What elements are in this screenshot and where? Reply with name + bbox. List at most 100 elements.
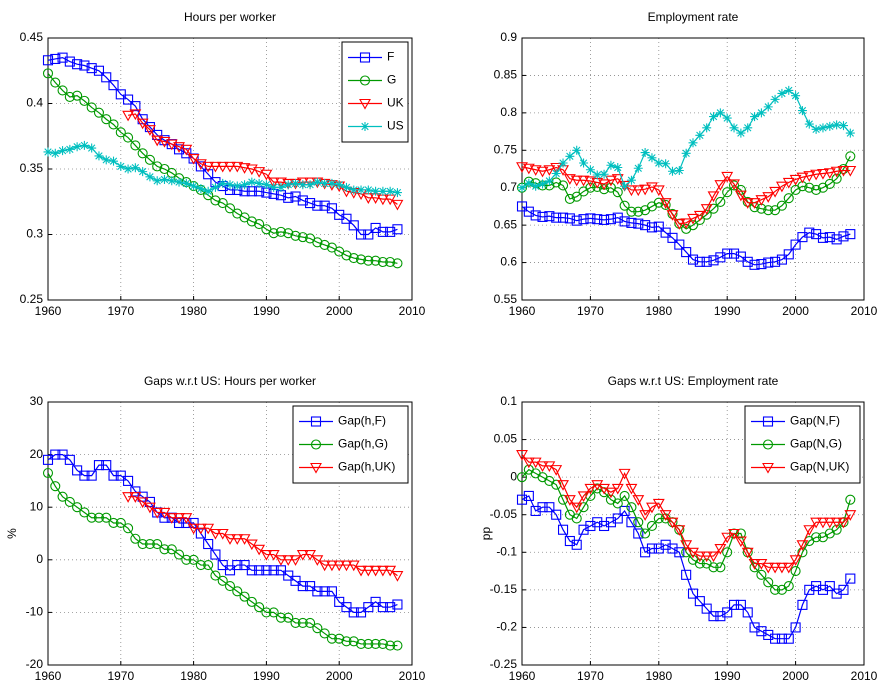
data-point bbox=[246, 186, 257, 197]
data-point bbox=[693, 551, 706, 563]
data-point bbox=[673, 219, 686, 230]
data-point bbox=[776, 633, 787, 644]
data-point bbox=[563, 174, 576, 185]
data-point bbox=[543, 165, 556, 176]
data-point bbox=[385, 602, 396, 613]
data-point bbox=[144, 154, 155, 165]
data-point bbox=[790, 239, 801, 250]
legend bbox=[341, 41, 409, 143]
data-point bbox=[267, 177, 280, 189]
data-point bbox=[558, 158, 568, 168]
data-point bbox=[516, 201, 528, 212]
data-point bbox=[530, 505, 541, 517]
data-point bbox=[824, 232, 835, 243]
data-point bbox=[370, 255, 381, 266]
data-point bbox=[640, 148, 650, 158]
data-point bbox=[837, 517, 850, 529]
series-line bbox=[521, 495, 851, 640]
data-point bbox=[188, 554, 199, 565]
data-point bbox=[282, 555, 295, 566]
data-point bbox=[673, 525, 686, 536]
data-point bbox=[599, 184, 610, 195]
data-point bbox=[818, 123, 828, 133]
data-point bbox=[86, 63, 97, 74]
y-tick-label: 0.3 bbox=[26, 227, 43, 241]
data-point bbox=[232, 586, 243, 597]
data-point bbox=[189, 181, 199, 191]
data-point bbox=[94, 151, 104, 161]
data-point bbox=[348, 253, 359, 264]
data-point bbox=[65, 144, 75, 154]
plot-area bbox=[522, 38, 864, 300]
data-point bbox=[557, 212, 569, 223]
data-point bbox=[530, 210, 541, 221]
data-point bbox=[254, 602, 265, 613]
data-point bbox=[728, 599, 740, 610]
legend-label: US bbox=[387, 119, 404, 133]
data-point bbox=[529, 165, 542, 176]
data-point bbox=[216, 528, 229, 540]
data-point bbox=[694, 558, 705, 569]
data-point bbox=[729, 123, 739, 133]
data-point bbox=[618, 468, 631, 480]
data-point bbox=[194, 523, 207, 535]
data-point bbox=[776, 254, 787, 265]
data-point bbox=[326, 586, 337, 597]
data-point bbox=[159, 544, 170, 555]
data-point bbox=[666, 210, 679, 221]
data-point bbox=[722, 547, 733, 558]
data-point bbox=[791, 91, 801, 101]
data-point bbox=[385, 256, 396, 268]
data-point bbox=[210, 570, 221, 581]
legend-marker bbox=[359, 98, 371, 110]
y-tick-label: -20 bbox=[26, 657, 44, 671]
y-tick-label: -0.1 bbox=[496, 544, 517, 558]
legend-label: Gap(h,UK) bbox=[338, 460, 395, 474]
data-point bbox=[660, 199, 671, 210]
data-point bbox=[173, 517, 185, 529]
data-point bbox=[283, 180, 293, 190]
chart-title: Hours per worker bbox=[184, 10, 276, 24]
data-point bbox=[291, 178, 301, 188]
data-point bbox=[557, 524, 569, 535]
data-point bbox=[700, 204, 713, 215]
data-point bbox=[626, 517, 637, 528]
data-point bbox=[377, 256, 388, 268]
data-point bbox=[701, 209, 712, 220]
data-point bbox=[355, 565, 367, 577]
data-point bbox=[762, 192, 775, 203]
legend-marker bbox=[310, 439, 322, 450]
data-point bbox=[564, 193, 575, 204]
data-point bbox=[784, 85, 794, 95]
data-point bbox=[536, 461, 549, 473]
data-point bbox=[267, 549, 280, 561]
data-point bbox=[173, 549, 185, 560]
data-point bbox=[268, 607, 279, 618]
data-point bbox=[775, 181, 788, 193]
data-point bbox=[756, 108, 766, 118]
data-point bbox=[209, 161, 222, 173]
data-point bbox=[571, 191, 582, 202]
data-point bbox=[122, 492, 135, 503]
data-point bbox=[238, 534, 251, 545]
data-point bbox=[130, 101, 141, 112]
data-point bbox=[72, 142, 82, 152]
data-point bbox=[769, 562, 782, 574]
data-point bbox=[363, 602, 374, 613]
data-point bbox=[749, 622, 760, 633]
data-point bbox=[195, 528, 206, 539]
x-tick-label: 1980 bbox=[180, 304, 207, 318]
data-point bbox=[349, 185, 359, 195]
data-point bbox=[783, 581, 794, 592]
data-point bbox=[318, 560, 331, 572]
legend-label: UK bbox=[387, 96, 404, 110]
data-point bbox=[50, 449, 61, 460]
data-point bbox=[722, 248, 733, 259]
data-point bbox=[625, 185, 638, 197]
y-tick-label: -0.25 bbox=[490, 657, 518, 671]
y-tick-label: 0.8 bbox=[500, 105, 517, 119]
data-point bbox=[516, 494, 528, 505]
data-point bbox=[728, 179, 740, 191]
data-point bbox=[755, 195, 768, 206]
